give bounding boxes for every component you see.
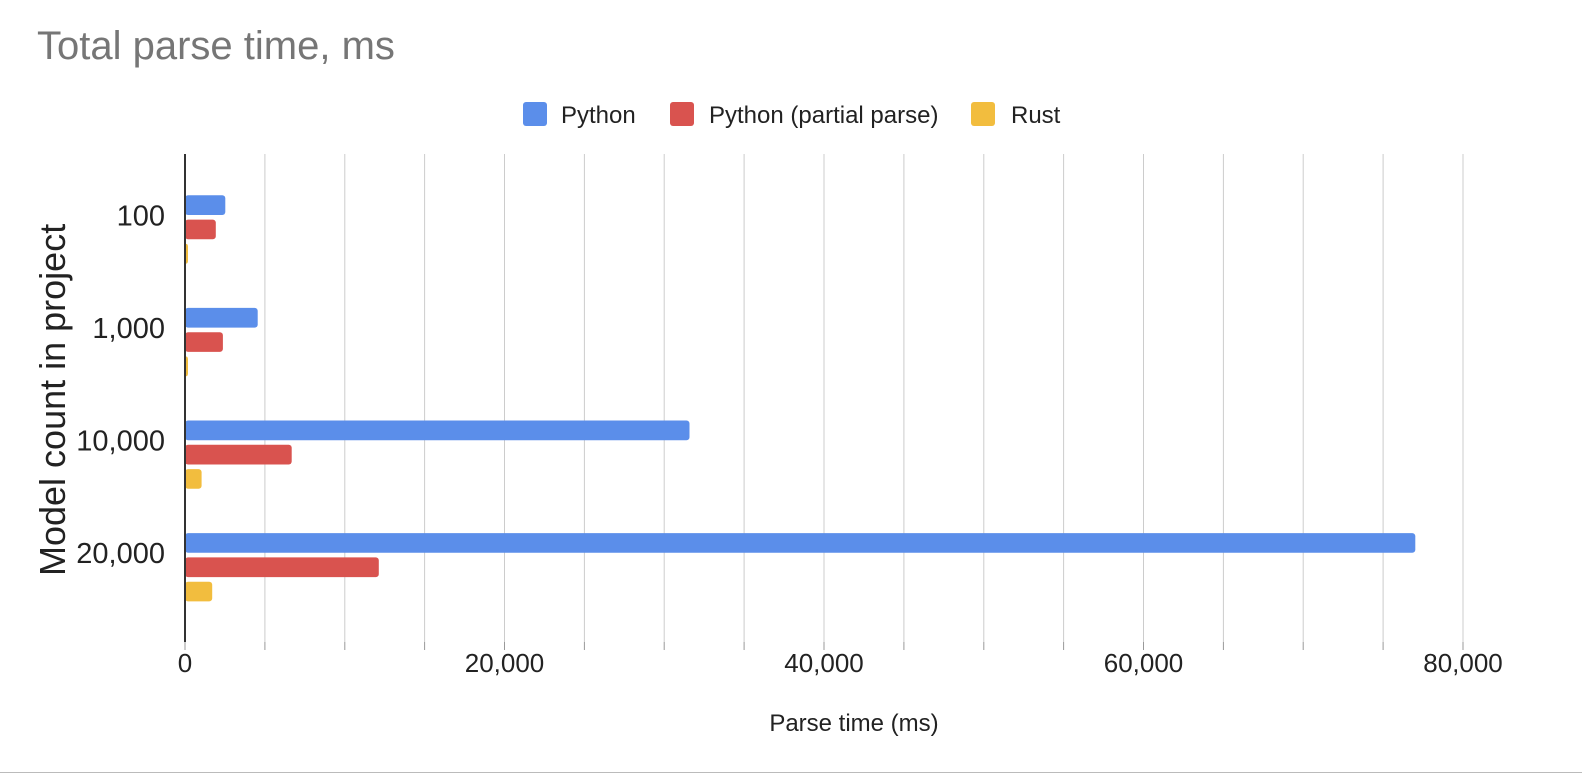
- svg-text:40,000: 40,000: [784, 648, 864, 678]
- svg-text:100: 100: [117, 200, 165, 232]
- svg-text:60,000: 60,000: [1104, 648, 1184, 678]
- svg-text:10,000: 10,000: [76, 426, 165, 458]
- svg-text:1,000: 1,000: [92, 313, 165, 345]
- svg-text:20,000: 20,000: [76, 538, 165, 570]
- svg-text:0: 0: [178, 648, 192, 678]
- svg-text:80,000: 80,000: [1423, 648, 1503, 678]
- svg-text:20,000: 20,000: [465, 648, 545, 678]
